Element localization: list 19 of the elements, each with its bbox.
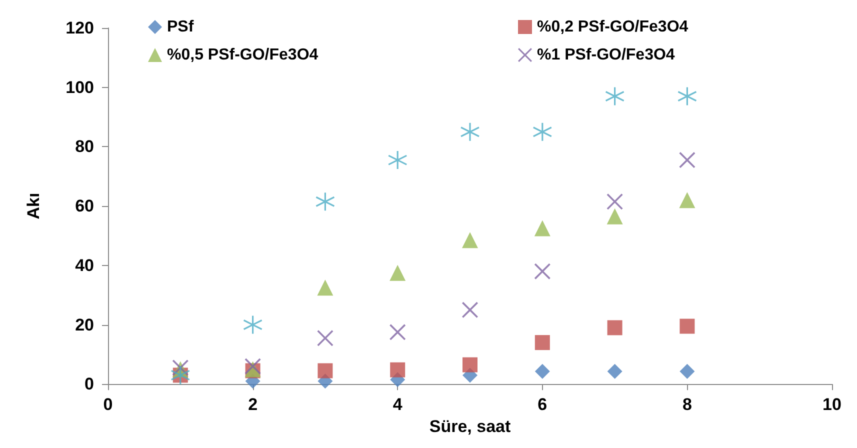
legend-label: %0,5 PSf-GO/Fe3O4 xyxy=(167,46,318,64)
x-tick-label: 10 xyxy=(822,395,842,414)
x-tick-label: 0 xyxy=(103,395,113,414)
x-tick-label: 2 xyxy=(248,395,258,414)
x-tick-label: 4 xyxy=(392,395,403,414)
legend-label: %0,2 PSf-GO/Fe3O4 xyxy=(537,18,688,36)
y-tick-label: 60 xyxy=(75,196,94,216)
y-tick-label: 0 xyxy=(84,374,94,394)
y-tick-label: 120 xyxy=(66,18,94,38)
x-axis-title: Süre, saat xyxy=(429,417,511,436)
y-tick-label: 100 xyxy=(66,78,94,97)
y-axis-title: Akı xyxy=(24,192,43,220)
legend-label: %1 PSf-GO/Fe3O4 xyxy=(537,46,675,64)
y-tick-label: 80 xyxy=(75,137,94,156)
x-tick-label: 6 xyxy=(538,395,548,414)
x-tick-label: 8 xyxy=(682,395,692,414)
y-tick-label: 20 xyxy=(75,315,94,334)
legend-label: PSf xyxy=(167,18,194,36)
y-tick-label: 40 xyxy=(75,256,94,275)
